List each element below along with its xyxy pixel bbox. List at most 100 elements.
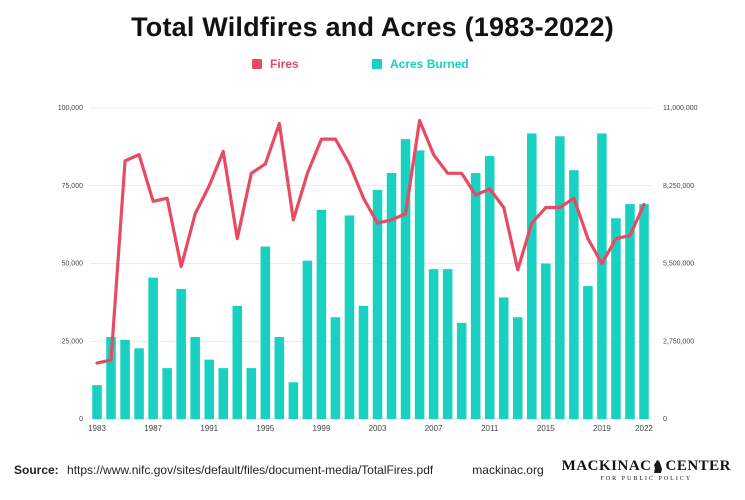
fires-point xyxy=(278,123,280,125)
acres-bar xyxy=(344,215,355,419)
acres-bar xyxy=(625,204,635,419)
x-axis-tick-label: 2022 xyxy=(635,424,653,433)
fires-point xyxy=(377,222,379,224)
brand-left-text: MACKINAC xyxy=(561,457,652,474)
fires-point xyxy=(629,235,631,237)
acres-bar xyxy=(527,133,537,420)
page-title: Total Wildfires and Acres (1983-2022) xyxy=(131,12,614,42)
site-link[interactable]: mackinac.org xyxy=(472,463,544,477)
fires-point xyxy=(531,222,533,224)
x-axis: 1983 1987 1991 1995 1999 2003 2007 2011 2015 2019… xyxy=(88,424,653,433)
acres-bar xyxy=(400,139,411,419)
left-axis-tick-label: 0 xyxy=(79,416,83,423)
mackinac-center-logo: MACKINAC CENTER FOR PUBLIC POLICY xyxy=(561,457,731,482)
acres-bar xyxy=(569,170,579,419)
right-axis-tick-label: 11,000,000 xyxy=(663,105,698,112)
acres-bar xyxy=(274,337,285,419)
acres-bar xyxy=(246,368,257,419)
fires-point xyxy=(433,154,435,156)
fires-point xyxy=(475,194,477,196)
left-axis-tick-label: 50,000 xyxy=(62,261,84,268)
fires-point xyxy=(292,219,294,221)
fires-point xyxy=(573,197,575,199)
acres-bar xyxy=(316,209,327,419)
acres-bar xyxy=(498,297,509,419)
acres-bar xyxy=(583,286,593,419)
acres-bar xyxy=(555,136,565,420)
acres-bar xyxy=(120,339,130,419)
fires-point xyxy=(503,207,505,209)
right-axis-tick-label: 2,750,000 xyxy=(663,338,694,345)
right-axis-tick-label: 8,250,000 xyxy=(663,183,694,190)
fires-point xyxy=(545,207,547,209)
acres-bar xyxy=(260,246,271,419)
acres-bar xyxy=(372,189,383,419)
fires-line xyxy=(95,118,646,365)
left-axis-tick-label: 25,000 xyxy=(62,338,84,345)
fires-point xyxy=(363,197,365,199)
fires-point xyxy=(250,172,252,174)
acres-bar xyxy=(414,150,425,419)
fires-point xyxy=(615,238,617,240)
fires-point xyxy=(587,238,589,240)
chart-gridlines xyxy=(90,107,651,420)
acres-bar xyxy=(456,322,467,419)
right-axis-tick-label: 5,500,000 xyxy=(663,261,694,268)
source-label: Source: xyxy=(14,463,59,477)
x-axis-tick-label: 1999 xyxy=(313,424,331,433)
acres-bar xyxy=(218,368,229,419)
acres-bar xyxy=(134,348,144,419)
acres-bar xyxy=(162,368,172,419)
fires-point xyxy=(559,207,561,209)
brand-lockup: MACKINAC CENTER FOR PUBLIC POLICY xyxy=(561,457,731,482)
acres-bar xyxy=(204,359,214,419)
acres-bar xyxy=(330,317,341,419)
x-axis-tick-label: 1987 xyxy=(144,424,162,433)
legend-label-fires: Fires xyxy=(270,57,299,71)
x-axis-tick-label: 2011 xyxy=(481,424,499,433)
acres-bar xyxy=(176,288,186,419)
fires-point xyxy=(208,185,210,187)
acres-bar xyxy=(442,269,453,419)
legend-swatch-acres xyxy=(372,59,382,69)
fires-point xyxy=(405,213,407,215)
fires-line-series xyxy=(95,118,646,365)
fires-point xyxy=(166,197,168,199)
source-line: Source: https://www.nifc.gov/sites/defau… xyxy=(14,463,433,477)
acres-bar xyxy=(611,218,621,419)
fires-point xyxy=(138,154,140,156)
fires-point xyxy=(321,138,323,140)
x-axis-tick-label: 1991 xyxy=(200,424,218,433)
source-text: https://www.nifc.gov/sites/default/files… xyxy=(67,463,434,477)
legend-item-fires: Fires xyxy=(252,57,299,71)
x-axis-tick-label: 1983 xyxy=(88,424,106,433)
michigan-map-icon xyxy=(654,459,663,473)
x-axis-tick-label: 2007 xyxy=(425,424,443,433)
fires-point xyxy=(152,200,154,202)
legend-swatch-fires xyxy=(252,59,262,69)
acres-bar xyxy=(470,173,481,419)
right-axis-tick-label: 0 xyxy=(663,416,667,423)
fires-point xyxy=(335,138,337,140)
x-axis-tick-label: 2019 xyxy=(593,424,611,433)
fires-point xyxy=(447,172,449,174)
legend-label-acres: Acres Burned xyxy=(390,57,469,71)
fires-point xyxy=(391,219,393,221)
acres-bars xyxy=(92,133,649,420)
fires-point xyxy=(194,213,196,215)
fires-point xyxy=(222,151,224,153)
acres-bar xyxy=(386,173,397,419)
fires-point xyxy=(489,188,491,190)
fires-point xyxy=(349,163,351,165)
brand-subtitle: FOR PUBLIC POLICY xyxy=(600,475,693,482)
acres-bar xyxy=(288,382,299,419)
fires-point xyxy=(264,163,266,165)
right-axis: 0 2,750,000 5,500,000 8,250,000 11,000,000 xyxy=(663,105,698,423)
left-axis-tick-label: 75,000 xyxy=(62,183,84,190)
fires-point xyxy=(180,266,182,268)
acres-bar xyxy=(302,260,313,419)
fires-point xyxy=(236,238,238,240)
x-axis-tick-label: 1995 xyxy=(256,424,274,433)
acres-bar xyxy=(148,277,158,419)
fires-point xyxy=(96,362,98,364)
